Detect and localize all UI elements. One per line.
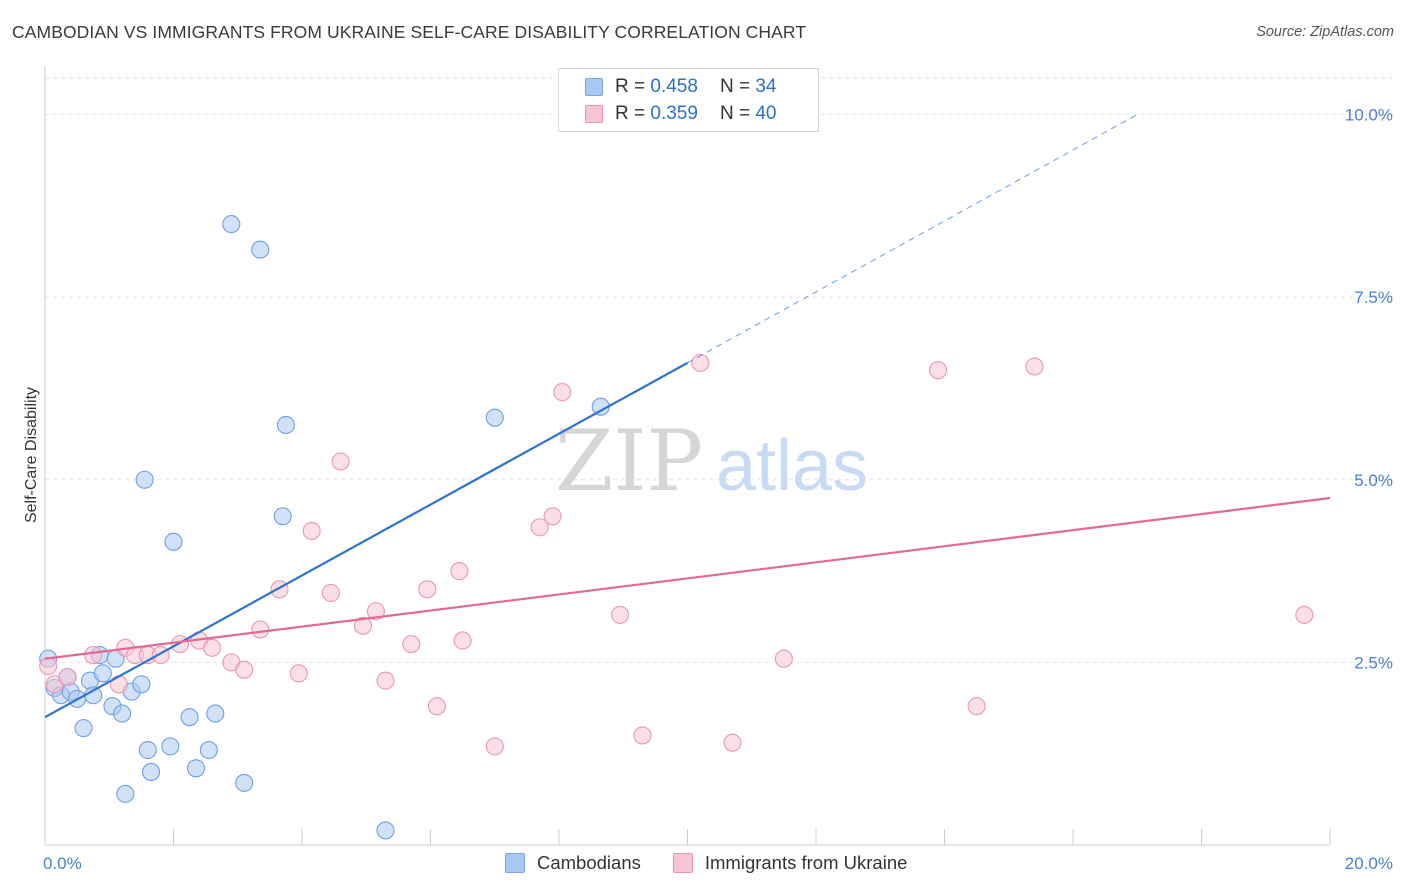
legend-n-value: 34: [755, 76, 777, 97]
data-point: [453, 631, 472, 650]
data-point: [1025, 357, 1044, 376]
stats-legend: R = 0.458 N = 34 R = 0.359 N = 40: [558, 68, 819, 132]
trend-line-cambodians-extension: [687, 114, 1138, 364]
y-tick-label: 7.5%: [1354, 288, 1393, 307]
watermark-atlas: atlas: [716, 426, 868, 506]
x-tick-label: 20.0%: [1345, 854, 1393, 873]
data-point: [485, 737, 504, 756]
data-point: [203, 638, 222, 657]
source-label: Source: ZipAtlas.com: [1256, 24, 1394, 40]
data-point: [331, 452, 350, 471]
data-point: [222, 215, 241, 234]
y-tick-label: 10.0%: [1345, 106, 1393, 125]
legend-swatch-cambodians: [585, 78, 603, 96]
legend-label-cambodians: Cambodians: [537, 852, 641, 873]
trend-line-ukraine: [44, 496, 1331, 660]
data-point: [376, 671, 395, 690]
data-point: [135, 470, 154, 489]
data-point: [633, 726, 652, 745]
data-point: [774, 649, 793, 668]
data-point: [180, 708, 199, 727]
data-point: [164, 532, 183, 551]
data-point: [353, 616, 373, 635]
data-point: [251, 240, 270, 259]
legend-item-ukraine: Immigrants from Ukraine: [672, 852, 908, 874]
data-point: [543, 507, 562, 526]
data-point: [84, 686, 103, 705]
legend-r-label: R =: [615, 76, 646, 97]
data-point: [427, 697, 446, 716]
data-point: [289, 664, 308, 683]
axes: [44, 66, 1331, 846]
data-point: [235, 660, 254, 679]
data-point: [39, 656, 58, 676]
data-point: [235, 773, 254, 792]
series-legend: Cambodians Immigrants from Ukraine: [505, 852, 939, 874]
data-point: [610, 605, 630, 624]
watermark: ZIP atlas: [555, 412, 868, 510]
legend-swatch-cambodians: [505, 853, 525, 873]
series-ukraine: [39, 353, 1314, 756]
chart-title: CAMBODIAN VS IMMIGRANTS FROM UKRAINE SEL…: [12, 22, 807, 42]
watermark-zip: ZIP: [555, 412, 703, 510]
data-point: [276, 415, 295, 435]
data-point: [74, 719, 93, 738]
data-point: [1295, 605, 1314, 624]
data-point: [321, 583, 340, 603]
legend-r-value: 0.458: [650, 76, 698, 97]
legend-n-label: N =: [719, 76, 751, 97]
data-point: [161, 737, 180, 756]
legend-r-value: 0.359: [650, 103, 698, 124]
legend-row-cambodians: R = 0.458 N = 34: [585, 75, 776, 99]
data-point: [186, 759, 206, 778]
data-point: [376, 821, 395, 840]
data-point: [450, 562, 469, 581]
trend-line-cambodians: [44, 361, 689, 719]
x-tick-label: 0.0%: [43, 854, 82, 873]
data-point: [199, 740, 218, 760]
data-point: [58, 667, 77, 687]
data-point: [967, 697, 986, 716]
y-tick-label: 5.0%: [1354, 471, 1393, 490]
y-axis-title: Self-Care Disability: [23, 387, 40, 523]
data-point: [553, 383, 572, 402]
data-point: [138, 740, 157, 760]
legend-swatch-ukraine: [585, 105, 603, 123]
legend-row-ukraine: R = 0.359 N = 40: [585, 102, 776, 126]
data-point: [366, 602, 385, 621]
data-point: [418, 580, 437, 599]
legend-n-value: 40: [755, 103, 777, 124]
data-point: [723, 733, 742, 752]
data-point: [929, 361, 948, 380]
data-point: [170, 635, 189, 654]
data-point: [141, 762, 161, 782]
series-cambodians: [39, 215, 610, 840]
data-point: [116, 784, 135, 803]
data-point: [485, 408, 504, 427]
data-point: [273, 507, 292, 526]
data-point: [402, 635, 421, 654]
data-point: [691, 353, 710, 372]
legend-swatch-ukraine: [672, 853, 693, 873]
data-point: [132, 675, 151, 694]
data-point: [93, 664, 112, 683]
legend-item-cambodians: Cambodians: [505, 852, 641, 874]
legend-r-label: R =: [615, 103, 646, 124]
trend-lines: [44, 114, 1331, 719]
data-point: [113, 704, 132, 723]
data-point: [302, 521, 321, 540]
data-point: [206, 704, 225, 723]
data-point: [84, 646, 103, 665]
data-point: [530, 518, 549, 537]
data-point: [251, 620, 270, 639]
data-point: [109, 675, 128, 694]
y-tick-label: 2.5%: [1354, 653, 1393, 672]
legend-label-ukraine: Immigrants from Ukraine: [704, 852, 908, 873]
legend-n-label: N =: [719, 103, 751, 124]
tick-labels: 2.5% 5.0% 7.5% 10.0% 0.0% 20.0%: [43, 106, 1393, 873]
